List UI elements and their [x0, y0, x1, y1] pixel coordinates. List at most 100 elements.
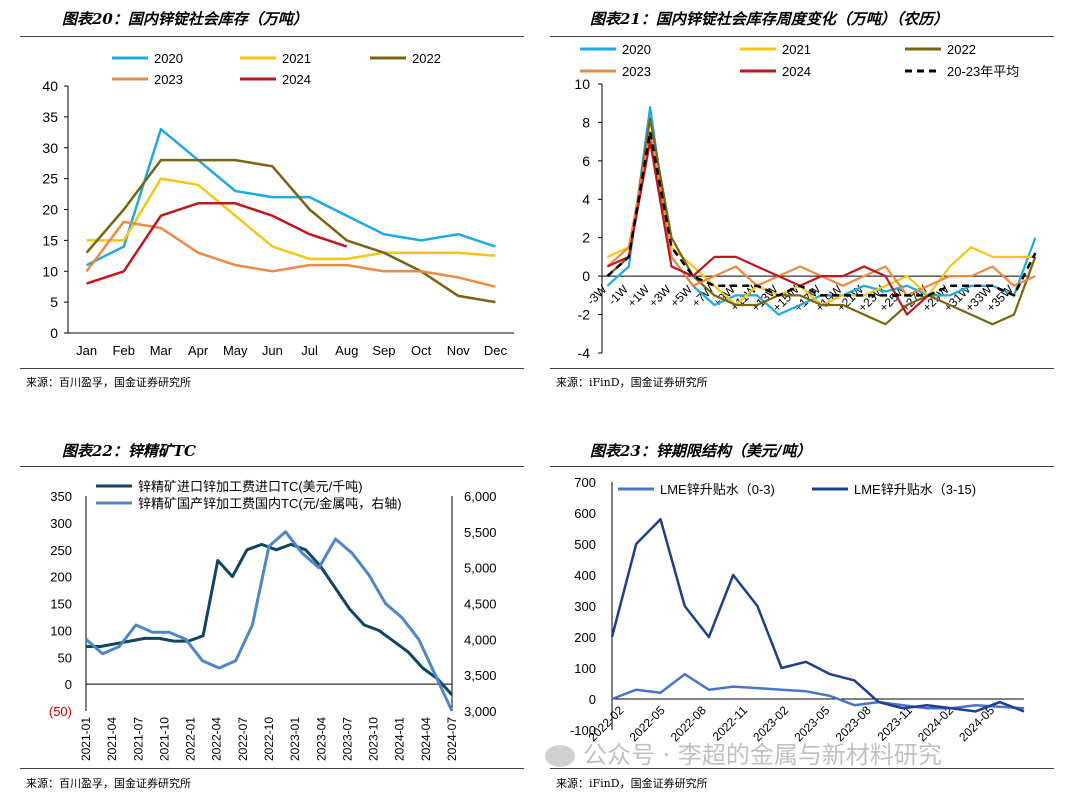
chart22-left-tick-label: (50)	[49, 704, 72, 719]
source-note-23: 来源：iFinD，国金证券研究所	[556, 777, 708, 790]
chart20-x-tick-label: Dec	[484, 343, 508, 358]
chart22-series-1	[86, 542, 454, 696]
separator-rule	[550, 36, 1054, 37]
chart20-y-tick-label: 35	[42, 109, 58, 125]
chart22-x-tick-label: 2021-01	[79, 717, 93, 761]
chart20-x-tick-label: Jan	[76, 343, 97, 358]
chart22-x-tick-label: 2022-01	[184, 717, 198, 761]
chart20-x-tick-label: Nov	[447, 343, 471, 358]
chart22-right-tick-label: 6,000	[464, 489, 497, 504]
chart22-left-tick-label: 200	[50, 570, 72, 585]
chart21-legend-2021-label: 2021	[782, 42, 811, 57]
chart23-legend-2-label: LME锌升贴水（3-15)	[854, 482, 976, 497]
chart21-y-tick-label: 4	[582, 191, 590, 207]
chart20-y-tick-label: 20	[42, 202, 58, 218]
chart23-y-tick-label: 500	[574, 537, 596, 552]
chart20-x-tick-label: Mar	[150, 343, 173, 358]
chart21-y-tick-label: 0	[582, 268, 590, 284]
source-note-20: 来源：百川盈孚，国金证券研究所	[26, 376, 191, 389]
chart21-y-tick-label: 2	[582, 230, 590, 246]
chart21-y-tick-label: 10	[574, 76, 590, 92]
chart21-x-tick-label: +1W	[625, 282, 653, 310]
chart23-y-tick-label: 300	[574, 599, 596, 614]
chart23-y-tick-label: 100	[574, 661, 596, 676]
chart23-y-tick-label: 700	[574, 475, 596, 490]
chart21-series-2021	[606, 140, 1036, 307]
chart22-right-tick-label: 3,500	[464, 668, 497, 683]
chart20-series-2020	[86, 127, 496, 267]
chart22-right-tick-label: 4,000	[464, 632, 497, 647]
chart20-series-2023	[85, 220, 496, 288]
chart20-legend-2024-label: 2024	[282, 72, 311, 87]
chart21-y-tick-label: 6	[582, 153, 590, 169]
chart23-y-tick-label: 200	[574, 630, 596, 645]
chart20-x-tick-label: Oct	[411, 343, 432, 358]
chart22-right-tick-label: 4,500	[464, 597, 497, 612]
chart20-y-tick-label: 40	[42, 78, 58, 94]
chart22-series-2	[85, 530, 454, 712]
separator-rule	[20, 768, 524, 769]
chart22-left-tick-label: 350	[50, 489, 72, 504]
chart22-left-tick-label: 0	[65, 677, 72, 692]
chart21-legend-2020-label: 2020	[622, 42, 651, 57]
watermark-text: 公众号 · 李超的金属与新材料研究	[583, 741, 942, 769]
chart21-x-tick-label: -3W	[584, 282, 610, 308]
chart22-left-tick-label: 150	[50, 597, 72, 612]
chart22-x-tick-label: 2023-10	[367, 717, 381, 761]
chart22-x-tick-label: 2021-10	[157, 717, 171, 761]
chart20-y-tick-label: 5	[50, 294, 58, 310]
chart20-legend-2023-label: 2023	[154, 72, 183, 87]
chart21-series-2020	[606, 105, 1037, 316]
chart22-right-tick-label: 5,500	[464, 525, 497, 540]
chart20-x-tick-label: May	[223, 343, 248, 358]
chart20-y-tick-label: 0	[50, 325, 58, 341]
chart20-x-tick-label: Jun	[262, 343, 283, 358]
chart20-x-tick-label: Jul	[301, 343, 318, 358]
chart21-series-2024	[606, 140, 930, 316]
chart21-series-20-23年平均	[606, 130, 1037, 297]
chart20-x-tick-label: Aug	[335, 343, 358, 358]
chart20-y-tick-label: 25	[42, 171, 58, 187]
chart22-x-tick-label: 2023-04	[314, 717, 328, 761]
separator-rule	[20, 36, 524, 37]
chart21-legend-2023-label: 2023	[622, 64, 651, 79]
chart21-legend-2024-label: 2024	[782, 64, 811, 79]
chart20-y-tick-label: 30	[42, 140, 58, 156]
chart20-y-tick-label: 10	[42, 263, 58, 279]
chart22-legend-2-label: 锌精矿国产锌加工费国内TC(元/金属吨，右轴)	[138, 496, 402, 511]
chart22-x-tick-label: 2023-07	[340, 717, 354, 761]
chart21-series-2022	[606, 117, 1037, 326]
chart21-x-tick-label: +3W	[646, 282, 674, 310]
wechat-logo-icon	[545, 745, 575, 767]
chart21-legend-2022-label: 2022	[947, 42, 976, 57]
panel-title-23: 图表23：锌期限结构（美元/吨）	[590, 442, 812, 460]
chart22-x-tick-label: 2022-07	[236, 717, 250, 761]
chart20-series-2021	[86, 177, 496, 261]
chart23-series-1	[611, 672, 1025, 710]
chart21-legend-20-23年平均-label: 20-23年平均	[947, 64, 1019, 79]
chart22-right-tick-label: 5,000	[464, 561, 497, 576]
chart22-left-tick-label: 300	[50, 516, 72, 531]
chart20-x-tick-label: Feb	[113, 343, 135, 358]
separator-rule	[550, 368, 1054, 369]
chart20-legend-2022-label: 2022	[412, 51, 441, 66]
panel-title-20: 图表20：国内锌锭社会库存（万吨）	[62, 10, 308, 28]
chart20-y-tick-label: 15	[42, 232, 58, 248]
separator-rule	[550, 768, 1054, 769]
panel-title-21: 图表21：国内锌锭社会库存周度变化（万吨）（农历）	[590, 10, 949, 28]
chart22-left-tick-label: 100	[50, 623, 72, 638]
chart21-y-tick-label: -2	[578, 307, 591, 323]
chart21-x-tick-label: +5W	[667, 282, 695, 310]
panel-title-22: 图表22：锌精矿TC	[62, 442, 196, 460]
chart21-y-tick-label: -4	[578, 345, 591, 361]
chart21-series-2023	[606, 130, 1036, 297]
chart23-legend-1-label: LME锌升贴水（0-3)	[660, 482, 775, 497]
chart20-series-2024	[86, 202, 348, 285]
source-note-21: 来源：iFinD，国金证券研究所	[556, 376, 708, 389]
chart23-y-tick-label: 600	[574, 506, 596, 521]
chart22-left-tick-label: 250	[50, 543, 72, 558]
chart20-series-2022	[85, 158, 496, 304]
chart20-legend-2021-label: 2021	[282, 51, 311, 66]
chart22-x-tick-label: 2023-01	[288, 717, 302, 761]
